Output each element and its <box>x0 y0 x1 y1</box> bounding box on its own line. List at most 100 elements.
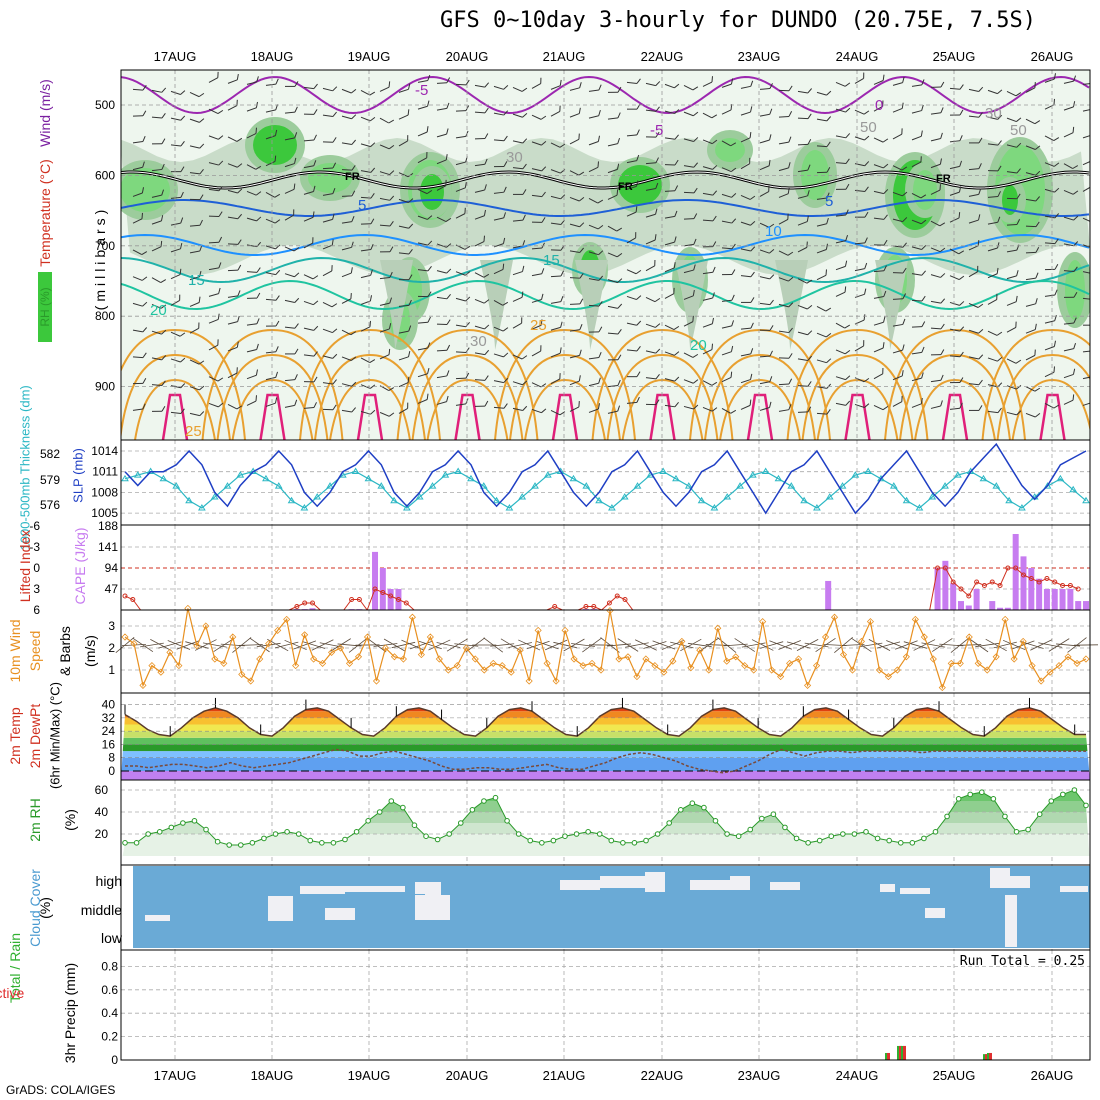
wind-barb <box>588 135 600 146</box>
wind-barb <box>816 192 830 200</box>
rh2m-point <box>978 789 985 796</box>
wind-barb <box>721 320 735 329</box>
wind-barb <box>816 269 827 281</box>
cloud-block <box>145 915 170 921</box>
wind-barb <box>1082 160 1090 166</box>
wind-barb-shaft <box>626 237 636 244</box>
wind-barb-shaft <box>227 321 238 325</box>
wind-barb <box>816 90 832 96</box>
wind-barb-flag <box>598 377 601 384</box>
wind10-barb <box>249 637 270 653</box>
wind-barb-shaft <box>664 293 675 299</box>
wind-barb <box>550 296 564 304</box>
contour-hot-dome <box>844 393 871 440</box>
wind-barb-flag <box>674 134 679 140</box>
wind-barb-shaft <box>360 249 371 252</box>
wind-barb-flag <box>559 143 566 148</box>
wind-barb <box>854 135 870 141</box>
wind-barb <box>493 186 507 194</box>
wind10-point <box>687 664 695 672</box>
wind-barb-shaft <box>797 331 808 336</box>
wind-barb-shaft <box>987 116 998 120</box>
wind-barb <box>835 133 851 139</box>
thickness-point <box>864 467 873 474</box>
wind-barb-shaft <box>455 271 466 276</box>
contour-warm-dome <box>509 353 621 440</box>
wind-barb-flag <box>351 190 356 197</box>
wind-barb <box>949 212 961 223</box>
wind10-point <box>821 633 830 641</box>
wind-barb <box>873 367 884 380</box>
wind10-point <box>256 655 264 663</box>
wind-barb-flag <box>446 319 451 325</box>
wind-barb-flag <box>559 105 561 112</box>
wind-barb-flag <box>1093 269 1097 275</box>
wind-barb-flag <box>217 71 219 78</box>
wind-barb-shaft <box>531 382 542 388</box>
wind-barb-shaft <box>1006 385 1017 390</box>
wind-barb <box>911 79 925 87</box>
wind-barb-shaft <box>303 242 313 249</box>
wind-barb-shaft <box>721 247 733 250</box>
wind-barb <box>512 291 524 302</box>
wind-barb-flag <box>351 216 355 222</box>
wind-barb-shaft <box>170 411 181 414</box>
wind10-point <box>875 666 883 674</box>
li-point <box>606 600 612 606</box>
wind-barb <box>1063 215 1079 221</box>
wind-barb-flag <box>369 116 376 122</box>
contour-hot-dome <box>551 393 579 440</box>
wind-barb-shaft <box>132 192 143 197</box>
wind-barb <box>398 135 409 147</box>
wind-barb <box>778 111 793 118</box>
wind-barb-flag <box>712 292 715 299</box>
wind-barb <box>645 131 660 138</box>
wind-barb-flag <box>731 294 735 301</box>
wind-barb-shaft <box>398 252 409 255</box>
wind-barb-flag <box>484 82 490 88</box>
wind10-barb-shaft <box>391 641 416 649</box>
upper-clip-group <box>121 70 1097 440</box>
wind-barb-flag <box>389 297 393 304</box>
wind-barb <box>379 195 395 201</box>
wind10-barb-shaft <box>167 640 191 650</box>
wind-barb-flag <box>332 379 337 385</box>
rh2m-point <box>226 842 233 848</box>
wind-barb-shaft <box>645 109 656 112</box>
li-point <box>583 604 589 609</box>
wind-barb-flag <box>939 247 946 253</box>
precip-ylabel-1: Total / Rain <box>7 932 23 1004</box>
wind-barb <box>265 269 281 276</box>
wind-barb-shaft <box>930 163 941 169</box>
wind-barb <box>683 111 699 117</box>
wind-barb-flag <box>427 74 431 81</box>
wind-barb <box>189 219 203 227</box>
wind-barb-flag <box>636 180 639 187</box>
rh2m-point <box>689 800 696 807</box>
wind-barb-shaft <box>246 164 257 170</box>
wind-barb-shaft <box>531 114 542 120</box>
wind-barb <box>493 403 508 409</box>
wind-barb <box>968 188 982 197</box>
wind-barb-flag <box>883 265 887 272</box>
wind-barb <box>778 277 794 282</box>
wind-barb-flag <box>237 213 243 220</box>
wind-barb-shaft <box>702 271 713 275</box>
wind-barb <box>569 196 585 202</box>
wind-barb <box>379 117 395 124</box>
wind-barb-shaft <box>626 401 637 404</box>
wind-barb-flag <box>256 267 261 273</box>
wind-barb-flag <box>1016 117 1022 122</box>
wind-barb <box>645 348 661 354</box>
wind-barb-flag <box>540 77 542 84</box>
wind-barb <box>265 191 281 198</box>
wind-barb <box>816 141 831 148</box>
thickness-point <box>518 493 527 500</box>
wind-barb <box>835 375 851 381</box>
wind10-barb <box>293 640 317 650</box>
wind-barb <box>721 193 737 198</box>
wind-barb <box>949 377 964 384</box>
wind-barb-shaft <box>569 170 580 176</box>
wind-barb <box>702 112 718 119</box>
rh2m-point <box>353 829 360 835</box>
